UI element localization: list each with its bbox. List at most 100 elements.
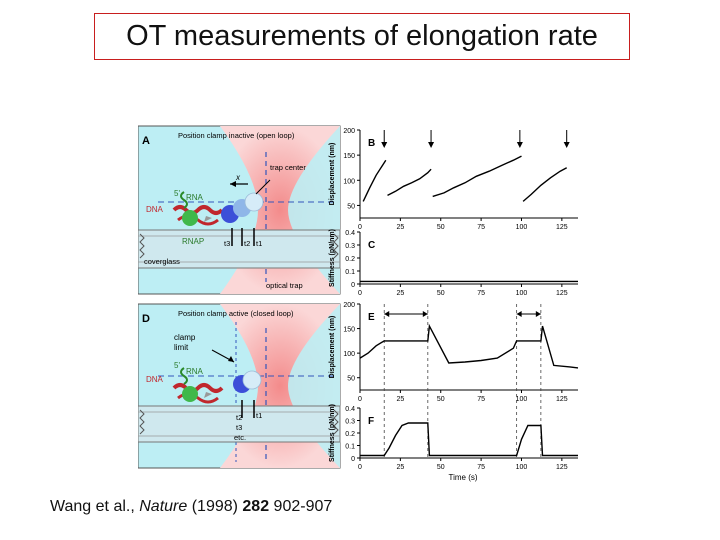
citation-year: (1998) [187,498,243,515]
panel-f-x-tick-label: 125 [556,464,568,471]
panel-b-series-line [362,159,387,202]
panel-e-letter: E [368,312,375,323]
panel-c-y-tick-label: 0.1 [345,269,355,276]
panel-e-x-tick-label: 0 [358,396,362,403]
time-axis-label: Time (s) [448,473,477,482]
panel-b-y-tick-label: 100 [343,178,355,185]
panel-f-y-tick-label: 0.2 [345,431,355,438]
panel-d-limit-label: limit [174,343,189,352]
panel-d-spring-right [333,409,339,435]
panel-d-rnap [182,386,198,402]
panel-e-y-tick-label: 50 [347,376,355,383]
panel-b-x-tick-label: 50 [437,224,445,231]
panel-f-y-tick-label: 0 [351,456,355,463]
panel-a-rnap-label: RNAP [182,237,204,246]
panel-f-series-line [360,422,578,457]
panel-a-gray-arrow [204,216,212,222]
panel-d-dna-label: DNA [146,375,164,384]
panel-e-clamp-arrowhead [535,311,541,317]
panel-b-event-arrowhead [563,142,570,148]
citation-volume: 282 [242,498,270,515]
panel-c-y-tick-label: 0 [351,282,355,289]
panel-a-x-arrowhead [230,181,236,187]
panel-d-gray-arrow [204,392,212,398]
citation-journal: Nature [139,498,188,515]
figure-panels: A Position clamp inactive (open loop) x … [137,122,580,484]
panel-e-clamp-arrowhead [422,311,428,317]
panel-f-x-tick-label: 100 [516,464,528,471]
panel-b-series-line [432,155,522,198]
panel-e-y-tick-label: 100 [343,351,355,358]
panel-d-t3-label: t3 [236,423,242,432]
panel-a-t2-label: t2 [244,239,250,248]
panel-e-y-tick-label: 150 [343,327,355,334]
panel-e-x-tick-label: 25 [396,396,404,403]
panel-d-etc-label: etc. [234,433,246,442]
panel-f-y-tick-label: 0.1 [345,444,355,451]
panel-b-series-line [387,168,432,197]
panel-a-letter: A [142,135,150,147]
panel-d-spring-left [139,409,145,435]
panel-f-y-tick-label: 0.4 [345,406,355,413]
panel-f-x-tick-label: 25 [396,464,404,471]
panel-e-x-tick-label: 100 [516,396,528,403]
panel-c-x-tick-label: 75 [477,290,485,297]
panel-d-dna-strand [172,383,224,393]
panel-b-y-tick-label: 150 [343,153,355,160]
panel-a-coverglass-label: coverglass [144,257,180,266]
panel-b-event-arrowhead [381,142,388,148]
panel-d-rna-strand [180,367,188,385]
citation-pages: 902-907 [269,498,333,515]
panel-a-spring-left [139,233,145,259]
panel-b-x-tick-label: 125 [556,224,568,231]
panel-d-t2-label: t2 [236,413,242,422]
panel-f-x-tick-label: 75 [477,464,485,471]
panel-f-x-tick-label: 0 [358,464,362,471]
panel-a-t1-label: t1 [256,239,262,248]
panel-b-y-tick-label: 200 [343,128,355,135]
citation: Wang et al., Nature (1998) 282 902-907 [50,498,332,516]
panel-c-y-tick-label: 0.4 [345,230,355,237]
panel-e-series-line [359,323,579,369]
panel-c-y-tick-label: 0.2 [345,256,355,263]
panel-d-header: Position clamp active (closed loop) [178,309,294,318]
panel-a-dna-strand [172,205,224,215]
panel-c-x-tick-label: 125 [556,290,568,297]
panel-f-letter: F [368,416,374,427]
panel-b-x-tick-label: 25 [396,224,404,231]
panel-e-clamp-arrowhead [516,311,522,317]
panel-b-x-tick-label: 75 [477,224,485,231]
panel-e-x-tick-label: 50 [437,396,445,403]
panel-b-x-tick-label: 100 [516,224,528,231]
panel-c-y-tick-label: 0.3 [345,243,355,250]
panel-a-trap-center-label: trap center [270,163,306,172]
panel-d-bead [242,370,262,390]
panel-a-rna-label: RNA [186,193,204,202]
panel-e-x-tick-label: 75 [477,396,485,403]
panel-c-x-tick-label: 50 [437,290,445,297]
panel-c-x-tick-label: 100 [516,290,528,297]
panel-c-letter: C [368,240,375,251]
panel-b-x-tick-label: 0 [358,224,362,231]
panel-b-series-line [522,167,568,202]
panel-d-five-prime: 5' [174,361,180,370]
panel-a-t3-label: t3 [224,239,230,248]
panel-c-x-tick-label: 0 [358,290,362,297]
citation-authors: Wang et al., [50,498,140,515]
panel-a-x-label: x [235,173,241,182]
panel-f-y-label: Stiffness (pN/nm) [329,404,336,462]
panel-a-optical-trap-label: optical trap [266,281,303,290]
panel-c-y-label: Stiffness (pN/nm) [329,229,336,287]
panel-a-trap-center-pointer [255,179,271,195]
panel-a-bead [244,192,264,212]
panel-e-y-tick-label: 200 [343,302,355,309]
panel-e-clamp-arrowhead [384,311,390,317]
panel-d-letter: D [142,313,150,325]
panel-f-x-tick-label: 50 [437,464,445,471]
panel-b-y-tick-label: 50 [347,203,355,210]
panel-a-header: Position clamp inactive (open loop) [178,131,295,140]
panel-a: A Position clamp inactive (open loop) x … [137,125,341,295]
panel-e-y-label: Displacement (nm) [329,316,336,379]
panel-d-t1-label: t1 [256,411,262,420]
